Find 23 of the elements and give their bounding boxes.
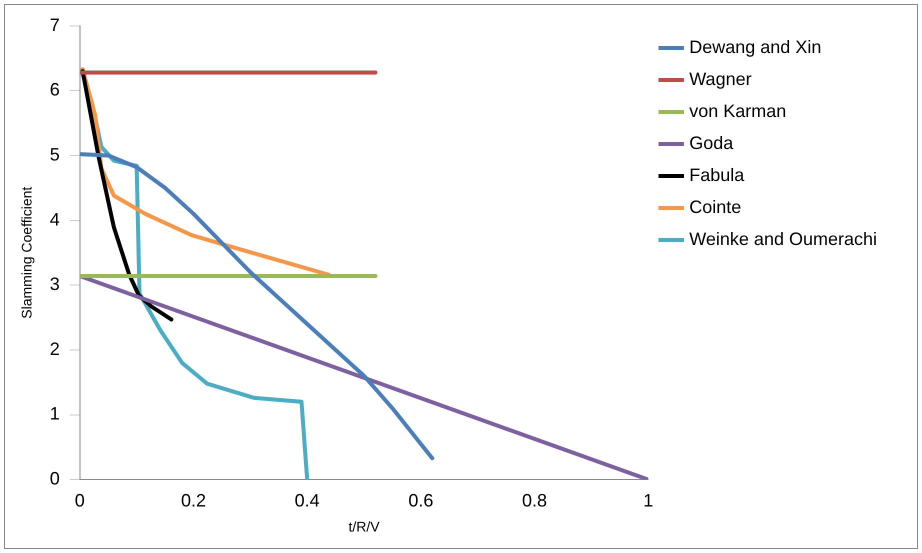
x-tick-label: 0 [74,490,85,510]
legend-label: Cointe [689,196,742,217]
x-tick-label: 0.4 [294,490,320,510]
x-tick-label: 0.6 [408,490,434,510]
y-tick-label: 6 [50,80,60,100]
legend-label: Wagner [689,68,752,89]
x-tick-label: 0.2 [180,490,206,510]
legend-label: von Karman [689,100,786,121]
legend-label: Weinke and Oumerachi [689,228,878,249]
legend-label: Fabula [689,164,746,185]
legend-label: Dewang and Xin [689,36,822,57]
y-tick-label: 3 [50,274,60,294]
y-tick-label: 0 [50,468,60,489]
y-tick-label: 4 [50,209,60,230]
y-tick-label: 1 [50,404,60,424]
y-axis-title: Slamming Coefficient [18,186,34,319]
x-axis-title: t/R/V [348,518,380,534]
x-tick-label: 1 [643,490,654,510]
y-tick-label: 2 [50,338,60,359]
legend-label: Goda [689,132,734,153]
x-tick-label: 0.8 [522,490,548,510]
y-tick-label: 5 [50,144,60,164]
y-tick-label: 7 [50,14,60,35]
